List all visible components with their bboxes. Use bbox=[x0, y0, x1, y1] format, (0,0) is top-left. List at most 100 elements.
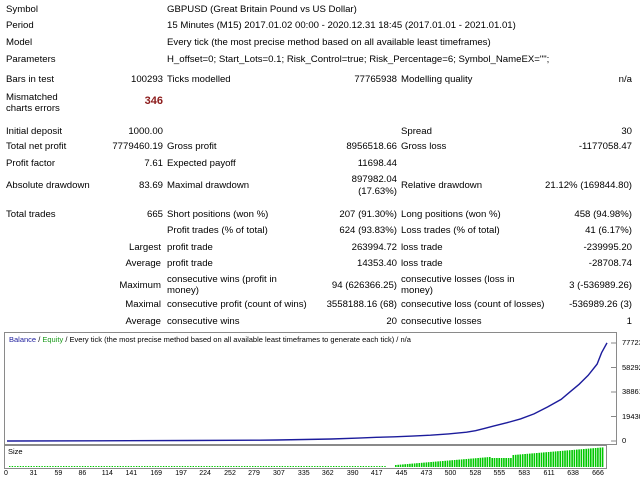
size-bar bbox=[456, 459, 458, 467]
size-bar bbox=[17, 466, 19, 467]
size-bar bbox=[564, 450, 566, 467]
size-bar bbox=[406, 464, 409, 467]
size-bar bbox=[477, 458, 479, 467]
legend-equity: Equity bbox=[42, 335, 64, 344]
size-bar bbox=[270, 466, 273, 467]
size-bar bbox=[349, 466, 351, 467]
size-bar bbox=[141, 466, 143, 467]
size-bar bbox=[60, 466, 62, 467]
size-bar bbox=[517, 454, 519, 467]
spread-value: 30 bbox=[621, 126, 632, 137]
size-bar bbox=[346, 466, 348, 467]
x-tick-label: 362 bbox=[321, 470, 334, 477]
size-bar bbox=[573, 449, 576, 467]
size-bar bbox=[529, 453, 531, 467]
size-bar bbox=[590, 448, 592, 467]
size-bar bbox=[493, 458, 496, 467]
size-bar bbox=[338, 466, 340, 467]
size-bar bbox=[249, 466, 251, 467]
expected-payoff-label: Expected payoff bbox=[167, 158, 236, 169]
size-bar bbox=[409, 463, 411, 467]
size-bar bbox=[467, 458, 470, 467]
size-bar bbox=[316, 466, 319, 467]
size-bar bbox=[330, 466, 332, 467]
largest-loss-trade-label: loss trade bbox=[401, 242, 443, 253]
maximal-consecutive-loss-label: consecutive loss (count of losses) bbox=[401, 299, 545, 310]
size-bar bbox=[524, 454, 526, 467]
size-bar bbox=[227, 466, 230, 467]
size-bar bbox=[79, 466, 81, 467]
ticks-value: 77765938 bbox=[354, 74, 397, 85]
size-bar bbox=[179, 466, 181, 467]
size-bar bbox=[25, 466, 27, 467]
size-bar bbox=[397, 464, 399, 467]
y-tick-label: 7772334 bbox=[622, 338, 640, 347]
size-bar bbox=[173, 466, 176, 467]
y-tick-label: 5829251 bbox=[622, 362, 640, 372]
size-bar bbox=[303, 466, 305, 467]
largest-label: Largest bbox=[129, 242, 161, 253]
size-bar bbox=[427, 462, 430, 467]
size-bar bbox=[22, 466, 24, 467]
size-bar bbox=[200, 466, 203, 467]
size-bar bbox=[192, 466, 194, 467]
size-plot bbox=[9, 447, 604, 467]
size-bar bbox=[30, 466, 32, 467]
x-tick-label: 445 bbox=[395, 470, 408, 477]
size-bar bbox=[566, 450, 569, 467]
long-positions-value: 458 (94.98%) bbox=[574, 209, 632, 220]
absolute-drawdown-label: Absolute drawdown bbox=[6, 180, 90, 191]
x-tick-label: 141 bbox=[125, 470, 138, 477]
mismatch-value: 346 bbox=[144, 95, 163, 107]
size-bar bbox=[536, 453, 538, 467]
period-value: 15 Minutes (M15) 2017.01.02 00:00 - 2020… bbox=[167, 20, 516, 31]
size-bar bbox=[103, 466, 105, 467]
symbol-value: GBPUSD (Great Britain Pound vs US Dollar… bbox=[167, 4, 357, 15]
x-tick-label: 0 bbox=[4, 470, 8, 477]
size-bar bbox=[474, 458, 477, 467]
x-tick-label: 169 bbox=[150, 470, 163, 477]
size-bar bbox=[413, 463, 416, 467]
total-trades-value: 665 bbox=[146, 209, 163, 220]
largest-profit-trade-label: profit trade bbox=[167, 242, 213, 253]
size-bar bbox=[432, 461, 435, 467]
size-bar bbox=[543, 452, 545, 467]
x-tick-label: 555 bbox=[493, 470, 506, 477]
size-bar bbox=[81, 466, 84, 467]
deposit-label: Initial deposit bbox=[6, 126, 62, 137]
size-bar bbox=[84, 466, 86, 467]
maximal-consecutive-loss-value: -536989.26 (3) bbox=[569, 299, 632, 310]
size-bar bbox=[314, 466, 316, 467]
size-bar bbox=[246, 466, 248, 467]
size-bar bbox=[71, 466, 73, 467]
model-label: Model bbox=[6, 37, 33, 48]
size-bar bbox=[297, 466, 300, 467]
size-bar bbox=[500, 458, 503, 467]
size-bar bbox=[216, 466, 219, 467]
size-bar bbox=[489, 457, 491, 467]
size-bar bbox=[189, 466, 192, 467]
size-bar bbox=[292, 466, 294, 467]
size-bar bbox=[360, 466, 362, 467]
size-bar bbox=[583, 449, 585, 467]
x-tick-label: 500 bbox=[444, 470, 457, 477]
size-bar bbox=[434, 461, 437, 467]
size-bar bbox=[168, 466, 170, 467]
size-bar bbox=[411, 463, 413, 467]
size-bar bbox=[252, 466, 254, 467]
profit-trades-value: 624 (93.83%) bbox=[339, 225, 397, 236]
size-bar bbox=[550, 451, 552, 467]
size-bar bbox=[235, 466, 238, 467]
x-tick-label: 666 bbox=[592, 470, 604, 477]
size-bar bbox=[257, 466, 259, 467]
size-bar bbox=[335, 466, 338, 467]
size-bar bbox=[327, 466, 329, 467]
max-consecutive-wins-label: consecutive wins (profit in money) bbox=[167, 274, 277, 296]
size-bar bbox=[262, 466, 265, 467]
size-bar bbox=[458, 459, 460, 467]
legend-separator: / bbox=[36, 335, 43, 344]
maximal-consecutive-profit-value: 3558188.16 (68) bbox=[326, 299, 397, 310]
maximum-label: Maximum bbox=[119, 280, 161, 291]
size-bar bbox=[496, 458, 498, 467]
size-bar bbox=[378, 466, 381, 467]
